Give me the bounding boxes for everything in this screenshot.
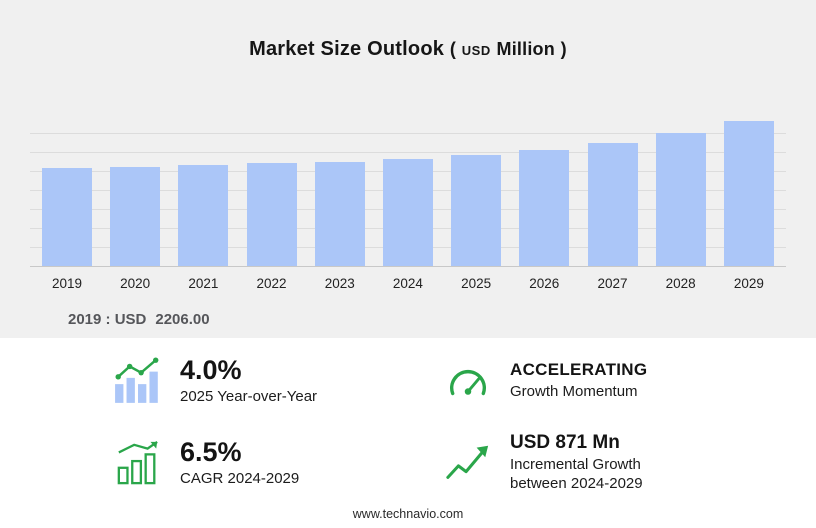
bar-col-2029 [723, 115, 774, 266]
bar-trend-icon [112, 357, 164, 405]
title-close: ) [560, 39, 567, 59]
bar-2019 [42, 168, 92, 266]
stat-momentum: ACCELERATING Growth Momentum [442, 356, 796, 407]
bar-col-2022 [246, 115, 297, 266]
bar-col-2021 [178, 115, 229, 266]
x-tick-2019: 2019 [51, 276, 83, 291]
x-tick-2020: 2020 [120, 276, 151, 291]
momentum-caption: Growth Momentum [510, 382, 638, 400]
market-size-bar-chart: 2019 2020 2021 2022 2023 2024 2025 2026 2027 2028… [30, 115, 786, 291]
bar-2029 [723, 120, 774, 266]
x-tick-2029: 2029 [733, 276, 764, 291]
bar-2027 [587, 142, 638, 266]
x-tick-2021: 2021 [188, 276, 219, 291]
x-tick-2023: 2023 [324, 276, 355, 291]
stats-grid: 4.0% 2025 Year-over-Year ACCELERATING Gr… [0, 338, 816, 494]
base-year-amount: 2206.00 [155, 311, 210, 328]
x-axis-labels: 2019 2020 2021 2022 2023 2024 2025 2026 2027 2028… [30, 276, 786, 291]
bar-2022 [246, 163, 297, 266]
bar-col-2028 [655, 115, 706, 266]
bar-2024 [382, 159, 433, 266]
x-tick-2028: 2028 [665, 276, 696, 291]
x-tick-2022: 2022 [256, 276, 287, 291]
bar-col-2025 [451, 115, 502, 266]
title-unit: Million [496, 39, 555, 59]
bar-col-2019 [42, 115, 92, 266]
plot-area [30, 115, 786, 267]
stats-panel: 4.0% 2025 Year-over-Year ACCELERATING Gr… [0, 338, 816, 528]
base-year-value: 2019 : USD 2206.00 [68, 311, 816, 328]
bar-2028 [655, 133, 706, 266]
bar-2023 [314, 161, 365, 266]
title-main: Market Size Outlook [249, 38, 445, 60]
momentum-value: ACCELERATING [510, 360, 648, 380]
base-year-label: 2019 : USD [68, 311, 147, 328]
bar-col-2020 [110, 115, 161, 266]
stat-yoy: 4.0% 2025 Year-over-Year [112, 355, 442, 407]
x-tick-2027: 2027 [597, 276, 628, 291]
website-url: www.technavio.com [352, 507, 464, 521]
growth-bars-icon [112, 440, 164, 486]
yoy-value: 4.0% [180, 355, 242, 385]
bar-col-2027 [587, 115, 638, 266]
bar-2026 [519, 149, 570, 266]
bar-col-2024 [382, 115, 433, 266]
bar-group [30, 115, 786, 266]
trend-arrow-icon [442, 443, 494, 483]
x-tick-2025: 2025 [461, 276, 492, 291]
stat-incremental: USD 871 Mn Incremental Growth between 20… [442, 431, 796, 494]
bar-col-2023 [314, 115, 365, 266]
title-open: ( [449, 39, 457, 59]
page-title: Market Size Outlook ( USD Million ) [0, 38, 816, 61]
cagr-value: 6.5% [180, 436, 242, 467]
bar-2021 [178, 165, 229, 266]
stat-cagr: 6.5% CAGR 2024-2029 [112, 433, 442, 494]
incremental-value: USD 871 Mn [510, 431, 620, 453]
bar-2020 [110, 166, 161, 266]
cagr-caption: CAGR 2024-2029 [180, 470, 300, 488]
bar-2025 [451, 155, 502, 266]
incremental-caption: Incremental Growth between 2024-2029 [510, 456, 643, 493]
yoy-caption: 2025 Year-over-Year [180, 388, 318, 406]
title-currency: USD [461, 43, 491, 58]
bar-col-2026 [519, 115, 570, 266]
x-tick-2026: 2026 [529, 276, 560, 291]
speedometer-icon [442, 361, 494, 401]
x-tick-2024: 2024 [392, 276, 423, 291]
